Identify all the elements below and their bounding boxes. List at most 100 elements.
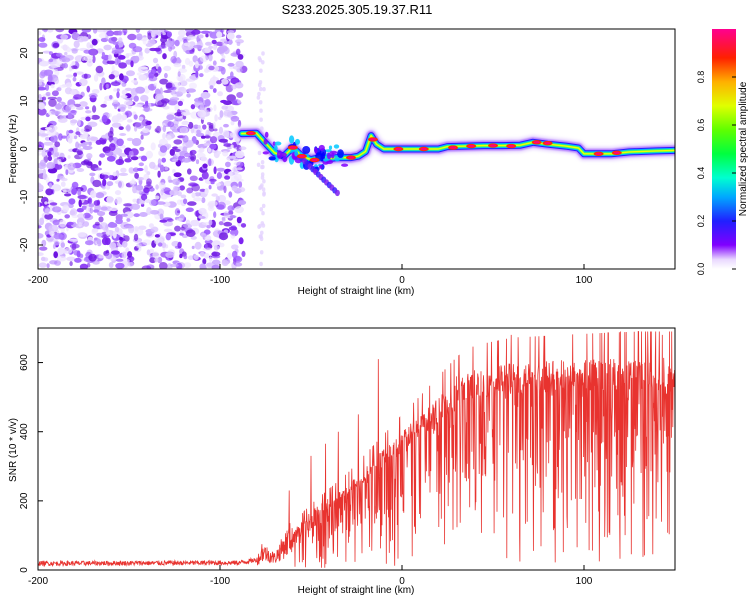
noise-speckle: [72, 76, 77, 82]
noise-speckle: [152, 165, 159, 171]
noise-speckle: [77, 188, 82, 196]
noise-speckle: [201, 171, 209, 180]
noise-speckle: [53, 233, 63, 240]
noise-speckle: [62, 189, 67, 194]
noise-speckle: [106, 60, 116, 65]
noise-speckle: [50, 110, 61, 115]
noise-speckle: [50, 61, 60, 69]
noise-speckle: [111, 115, 120, 123]
noise-speckle: [223, 109, 232, 117]
noise-speckle: [174, 39, 180, 47]
noise-speckle: [207, 200, 218, 207]
noise-speckle: [199, 55, 209, 63]
noise-speckle: [241, 250, 246, 257]
y-tick-label: 20: [19, 47, 30, 59]
noise-speckle: [96, 238, 102, 245]
noise-speckle: [187, 121, 194, 129]
noise-speckle: [64, 214, 70, 219]
noise-speckle: [236, 41, 241, 47]
noise-speckle: [203, 252, 210, 259]
noise-speckle: [222, 150, 229, 157]
noise-speckle: [238, 181, 243, 188]
colorbar-ticks: 0.0 0.2 0.4 0.6 0.8: [696, 71, 736, 276]
noise-speckle: [157, 45, 167, 49]
noise-speckle: [152, 251, 160, 260]
noise-speckle: [178, 86, 187, 94]
ridge-blob: [280, 152, 287, 158]
noise-speckle: [216, 31, 223, 38]
noise-speckle: [74, 135, 78, 140]
noise-speckle: [89, 207, 94, 214]
noise-speckle: [61, 105, 71, 113]
noise-speckle: [173, 172, 182, 178]
noise-speckle: [58, 85, 67, 88]
noise-speckle: [71, 214, 79, 219]
noise-speckle: [85, 110, 92, 114]
noise-speckle: [187, 201, 197, 206]
noise-speckle: [45, 127, 53, 131]
noise-speckle: [86, 262, 91, 268]
noise-speckle: [195, 159, 200, 165]
noise-speckle: [59, 219, 67, 228]
noise-speckle: [133, 55, 140, 63]
noise-speckle: [110, 250, 120, 255]
noise-speckle: [208, 45, 214, 50]
colorbar-tick-label: 0.0: [696, 263, 706, 276]
noise-speckle: [65, 82, 73, 88]
noise-speckle: [38, 37, 46, 42]
noise-speckle: [69, 261, 73, 267]
noise-speckle: [178, 68, 188, 73]
noise-speckle: [201, 135, 206, 139]
ridge-hotspot-core: [508, 144, 515, 148]
ridge-hotspot-core: [420, 147, 427, 151]
noise-speckle: [123, 211, 134, 219]
noise-speckle: [220, 58, 226, 63]
noise-speckle: [85, 116, 91, 122]
noise-speckle: [186, 187, 194, 194]
noise-speckle: [237, 200, 247, 206]
noise-speckle: [60, 242, 65, 248]
noise-speckle: [120, 167, 127, 173]
noise-speckle: [179, 126, 189, 134]
noise-speckle: [150, 29, 159, 36]
noise-speckle: [101, 77, 106, 85]
noise-speckle: [202, 258, 207, 265]
noise-speckle: [118, 181, 122, 188]
ridge-hotspot-core: [298, 155, 305, 158]
noise-speckle: [118, 62, 127, 69]
noise-speckle: [119, 73, 124, 81]
noise-speckle: [157, 256, 163, 264]
noise-speckle: [111, 122, 122, 128]
spectrogram-plot-area: [38, 29, 675, 269]
noise-speckle: [98, 32, 107, 39]
noise-speckle: [181, 64, 186, 70]
noise-speckle: [181, 120, 190, 126]
noise-speckle: [183, 198, 188, 205]
noise-speckle: [212, 45, 217, 51]
noise-speckle: [228, 226, 238, 231]
noise-speckle: [39, 60, 49, 67]
noise-speckle: [159, 262, 168, 269]
noise-speckle: [62, 204, 70, 213]
noise-speckle: [38, 42, 48, 48]
noise-speckle: [159, 145, 168, 153]
noise-speckle: [256, 95, 261, 100]
noise-speckle: [228, 210, 234, 216]
ridge-hotspot-core: [533, 141, 540, 144]
noise-speckle: [258, 234, 263, 239]
noise-speckle: [191, 192, 196, 199]
noise-speckle: [235, 48, 241, 56]
noise-speckle: [121, 82, 127, 87]
noise-speckle: [261, 211, 265, 216]
noise-speckle: [133, 114, 138, 120]
noise-speckle: [183, 254, 188, 260]
noise-speckle: [200, 232, 207, 238]
noise-speckle: [208, 54, 213, 62]
noise-speckle: [237, 119, 242, 128]
ridge-blob: [272, 141, 276, 146]
noise-speckle: [64, 51, 68, 56]
noise-speckle: [207, 205, 215, 212]
noise-speckle: [38, 262, 47, 268]
noise-speckle: [114, 196, 123, 205]
noise-speckle: [158, 182, 166, 190]
